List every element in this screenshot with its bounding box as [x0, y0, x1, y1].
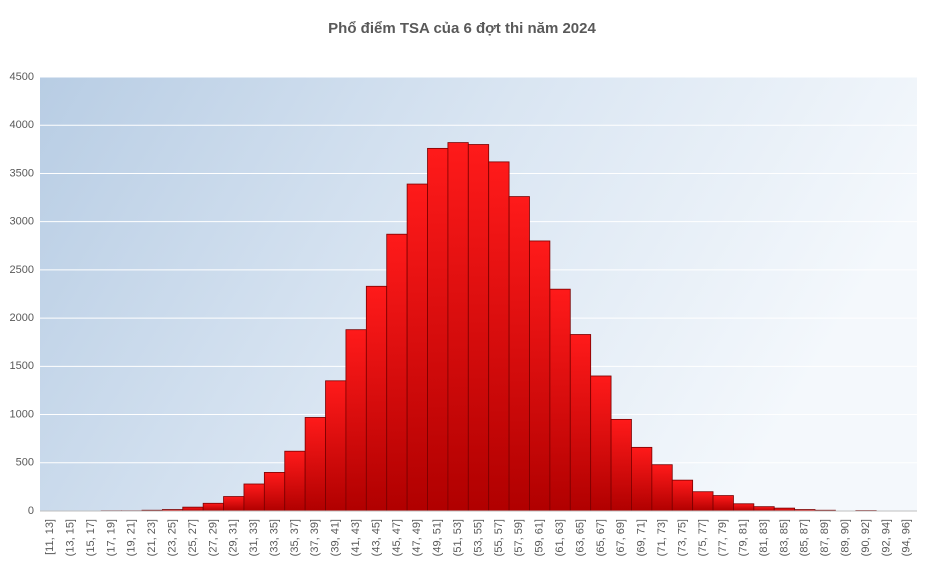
x-tick-label: (81, 83]	[758, 519, 770, 556]
x-tick-label: (41, 43]	[350, 519, 362, 556]
x-tick-label: (35, 37]	[289, 519, 301, 556]
y-tick-label: 500	[16, 457, 34, 469]
x-tick-label: (73, 75]	[676, 519, 688, 556]
x-tick-label: [11, 13]	[44, 519, 56, 555]
bar	[712, 495, 734, 512]
bar	[427, 147, 449, 512]
x-tick-label: (71, 73]	[656, 519, 668, 556]
x-tick-label: (69, 71]	[636, 519, 648, 556]
x-tick-label: (19, 21]	[126, 519, 138, 556]
x-tick-label: (83, 85]	[778, 519, 790, 556]
x-tick-label: (87, 89]	[819, 519, 831, 556]
bar	[692, 491, 714, 512]
x-tick-label: (77, 79]	[717, 519, 729, 556]
bar	[508, 196, 530, 512]
x-tick-label: (94, 96]	[901, 519, 913, 556]
chart-title: Phổ điểm TSA của 6 đợt thi năm 2024	[328, 20, 596, 37]
y-tick-label: 3000	[10, 216, 34, 228]
bar	[284, 450, 306, 512]
bar	[671, 479, 694, 512]
x-tick-label: (59, 61]	[534, 519, 546, 556]
bar	[549, 288, 571, 512]
bar	[467, 144, 490, 512]
y-tick-label: 2500	[10, 264, 34, 276]
y-tick-label: 1500	[10, 360, 34, 372]
y-tick-label: 4000	[10, 119, 34, 131]
x-tick-label: (63, 65]	[574, 519, 586, 556]
bar	[406, 183, 428, 512]
x-tick-label: (45, 47]	[391, 519, 403, 556]
y-tick-label: 4500	[10, 71, 34, 83]
bar	[304, 417, 326, 512]
x-tick-label: (90, 92]	[860, 519, 872, 556]
bar	[223, 496, 245, 512]
bar	[590, 375, 612, 512]
x-tick-label: (31, 33]	[248, 519, 260, 556]
x-tick-label: (89, 90]	[840, 519, 852, 556]
bar	[365, 285, 388, 512]
x-tick-label: (23, 25]	[166, 519, 178, 556]
x-tick-label: (29, 31]	[228, 519, 240, 556]
x-tick-label: (43, 45]	[370, 519, 382, 556]
y-tick-label: 3500	[10, 167, 34, 179]
bar	[651, 464, 673, 512]
x-tick-label: (67, 69]	[615, 519, 627, 556]
x-tick-label: (25, 27]	[187, 519, 199, 556]
bar	[529, 240, 551, 512]
x-tick-label: (49, 51]	[432, 519, 444, 556]
x-tick-label: (21, 23]	[146, 519, 158, 556]
bar	[386, 233, 408, 512]
x-tick-label: (53, 55]	[472, 519, 484, 556]
bar	[243, 483, 265, 512]
bar	[182, 506, 204, 512]
y-tick-label: 0	[28, 505, 34, 517]
x-tick-label: (85, 87]	[799, 519, 811, 556]
bar	[569, 334, 592, 512]
x-tick-label: (75, 77]	[697, 519, 709, 556]
x-tick-label: (15, 17]	[85, 519, 97, 556]
bar	[202, 502, 224, 512]
x-tick-label: (27, 29]	[207, 519, 219, 556]
x-tick-label: (37, 39]	[309, 519, 321, 556]
x-tick-label: (65, 67]	[595, 519, 607, 556]
x-tick-label: (47, 49]	[411, 519, 423, 556]
bar	[345, 329, 367, 512]
bar	[325, 380, 347, 512]
x-tick-label: (57, 59]	[513, 519, 525, 556]
bar	[263, 472, 286, 512]
y-tick-label: 2000	[10, 312, 34, 324]
x-tick-label: (79, 81]	[738, 519, 750, 556]
x-tick-label: (51, 53]	[452, 519, 464, 556]
bar	[447, 142, 469, 512]
x-tick-label: (55, 57]	[493, 519, 505, 556]
x-tick-label: (17, 19]	[105, 519, 117, 556]
x-tick-label: (61, 63]	[554, 519, 566, 556]
bar	[733, 503, 755, 512]
x-tick-label: (39, 41]	[330, 519, 342, 556]
y-tick-label: 1000	[10, 408, 34, 420]
x-tick-label: (33, 35]	[268, 519, 280, 556]
bar	[610, 418, 632, 512]
bar	[631, 446, 653, 512]
x-tick-label: (92, 94]	[880, 519, 892, 556]
x-tick-label: (13, 15]	[64, 519, 76, 556]
bar	[753, 506, 775, 512]
bar	[488, 161, 510, 512]
